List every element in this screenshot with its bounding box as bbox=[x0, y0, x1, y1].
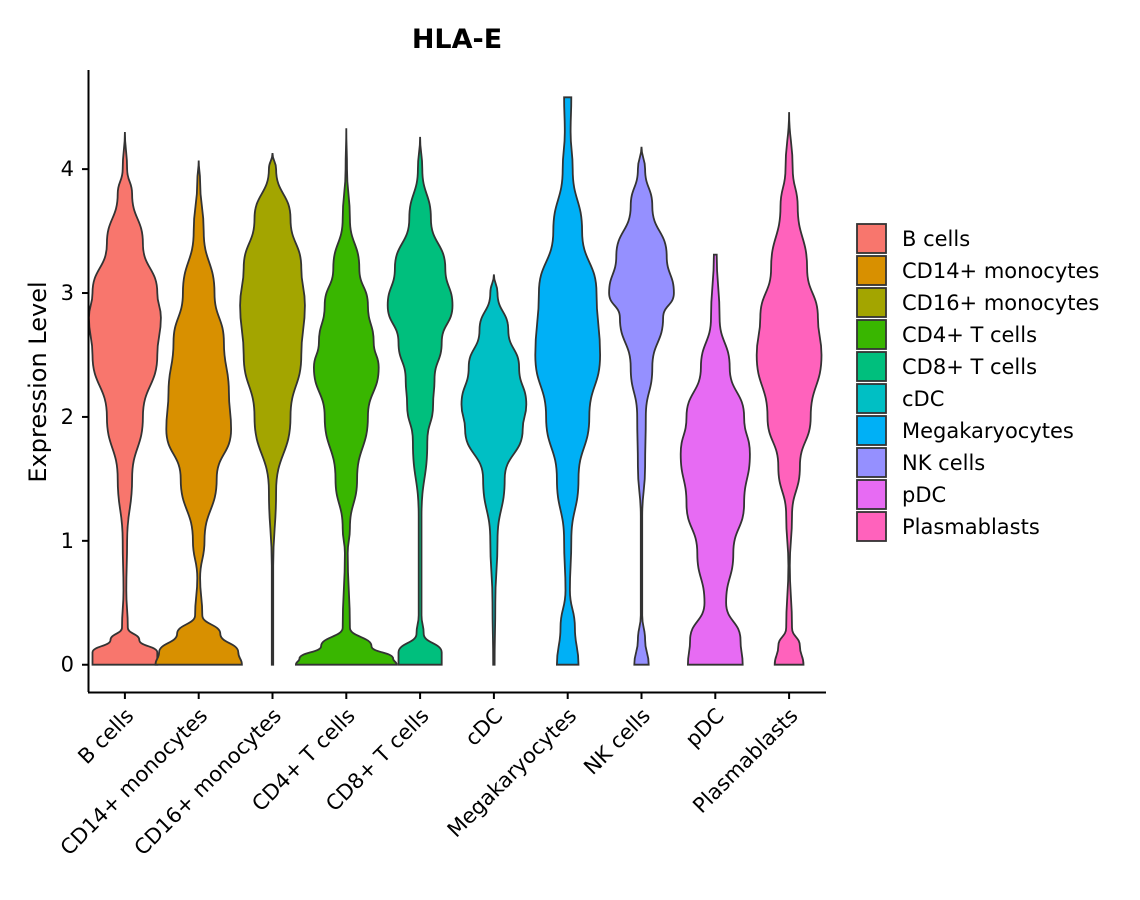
violin-cdc bbox=[460, 274, 528, 666]
violin-cd4-t-cells bbox=[294, 127, 398, 666]
legend-label: CD8+ T cells bbox=[902, 355, 1037, 379]
legend-swatch bbox=[856, 511, 887, 542]
y-ticks: 0 1 2 3 4 bbox=[61, 157, 88, 677]
violin-cd16-monocytes bbox=[239, 152, 306, 666]
legend-swatch bbox=[856, 351, 887, 382]
legend-label: pDC bbox=[902, 483, 946, 507]
legend-swatch bbox=[856, 287, 887, 318]
y-tick-label: 2 bbox=[61, 405, 74, 429]
x-tick-label: Megakaryocytes bbox=[443, 704, 582, 843]
x-tick-label: pDC bbox=[681, 704, 729, 752]
legend-label: cDC bbox=[902, 387, 944, 411]
violin-b-cells bbox=[87, 131, 162, 666]
violin-plasmablasts bbox=[755, 111, 823, 666]
y-tick-label: 0 bbox=[61, 653, 74, 677]
legend-label: CD14+ monocytes bbox=[902, 259, 1099, 283]
y-axis-label: Expression Level bbox=[24, 281, 52, 482]
legend-swatch bbox=[856, 479, 887, 510]
violin-pdc bbox=[679, 253, 751, 666]
x-tick-label: cDC bbox=[460, 704, 507, 751]
y-tick-label: 4 bbox=[61, 157, 74, 181]
violin-nk-cells bbox=[608, 145, 675, 666]
legend-label: B cells bbox=[902, 227, 970, 251]
legend: B cells CD14+ monocytes CD16+ monocytes CD4… bbox=[856, 223, 1099, 542]
legend-swatch bbox=[856, 447, 887, 478]
legend-label: CD4+ T cells bbox=[902, 323, 1037, 347]
x-tick-label: CD16+ monocytes bbox=[130, 704, 287, 861]
legend-label: CD16+ monocytes bbox=[902, 291, 1099, 315]
violin-megakaryocytes bbox=[534, 96, 602, 666]
legend-swatch bbox=[856, 383, 887, 414]
x-tick-label: B cells bbox=[73, 704, 138, 769]
y-tick-label: 1 bbox=[61, 529, 74, 553]
legend-label: Megakaryocytes bbox=[902, 419, 1074, 443]
legend-swatch bbox=[856, 223, 887, 254]
violin-cd8-t-cells bbox=[386, 135, 454, 666]
legend-label: Plasmablasts bbox=[902, 515, 1040, 539]
chart-title: HLA-E bbox=[412, 24, 502, 55]
x-tick-label: NK cells bbox=[579, 704, 655, 780]
violin-cd14-monocytes bbox=[154, 159, 243, 666]
legend-swatch bbox=[856, 319, 887, 350]
y-tick-label: 3 bbox=[61, 281, 74, 305]
legend-label: NK cells bbox=[902, 451, 985, 475]
legend-swatch bbox=[856, 255, 887, 286]
legend-swatch bbox=[856, 415, 887, 446]
violin-group bbox=[87, 96, 823, 666]
x-tick-label: CD14+ monocytes bbox=[56, 704, 213, 861]
